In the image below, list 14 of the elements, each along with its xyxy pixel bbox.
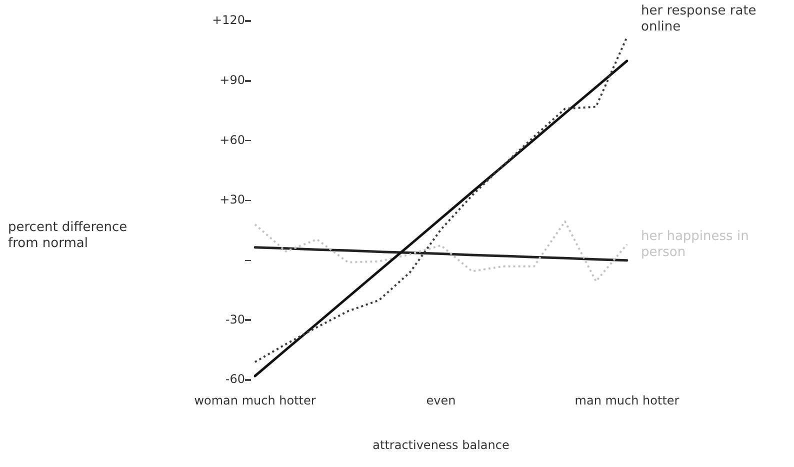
line-series: [254, 220, 628, 282]
series-label: her happiness in person: [641, 228, 749, 260]
y-tick-label: -60: [225, 372, 245, 386]
y-tick-label: +30: [220, 192, 245, 207]
x-axis-title: attractiveness balance: [372, 438, 510, 452]
y-tick-label: +90: [220, 72, 245, 87]
x-tick-label: even: [426, 393, 456, 408]
y-tick-label: +120: [212, 13, 245, 28]
series-label: her response rate online: [641, 3, 756, 34]
text: percent difference from normal: [8, 220, 128, 252]
x-tick-label: man much hotter: [574, 393, 680, 408]
y-tick-label: +60: [220, 132, 245, 147]
y-tick-label: -30: [225, 312, 245, 326]
x-tick-label: woman much hotter: [194, 393, 316, 408]
